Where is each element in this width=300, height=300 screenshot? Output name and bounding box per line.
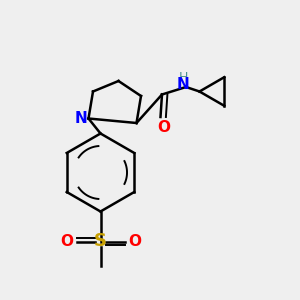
Text: S: S (94, 232, 107, 250)
Text: O: O (60, 234, 73, 249)
Text: O: O (128, 234, 141, 249)
Text: O: O (157, 120, 170, 135)
Text: N: N (75, 111, 87, 126)
Text: H: H (178, 71, 188, 84)
Text: N: N (177, 77, 189, 92)
